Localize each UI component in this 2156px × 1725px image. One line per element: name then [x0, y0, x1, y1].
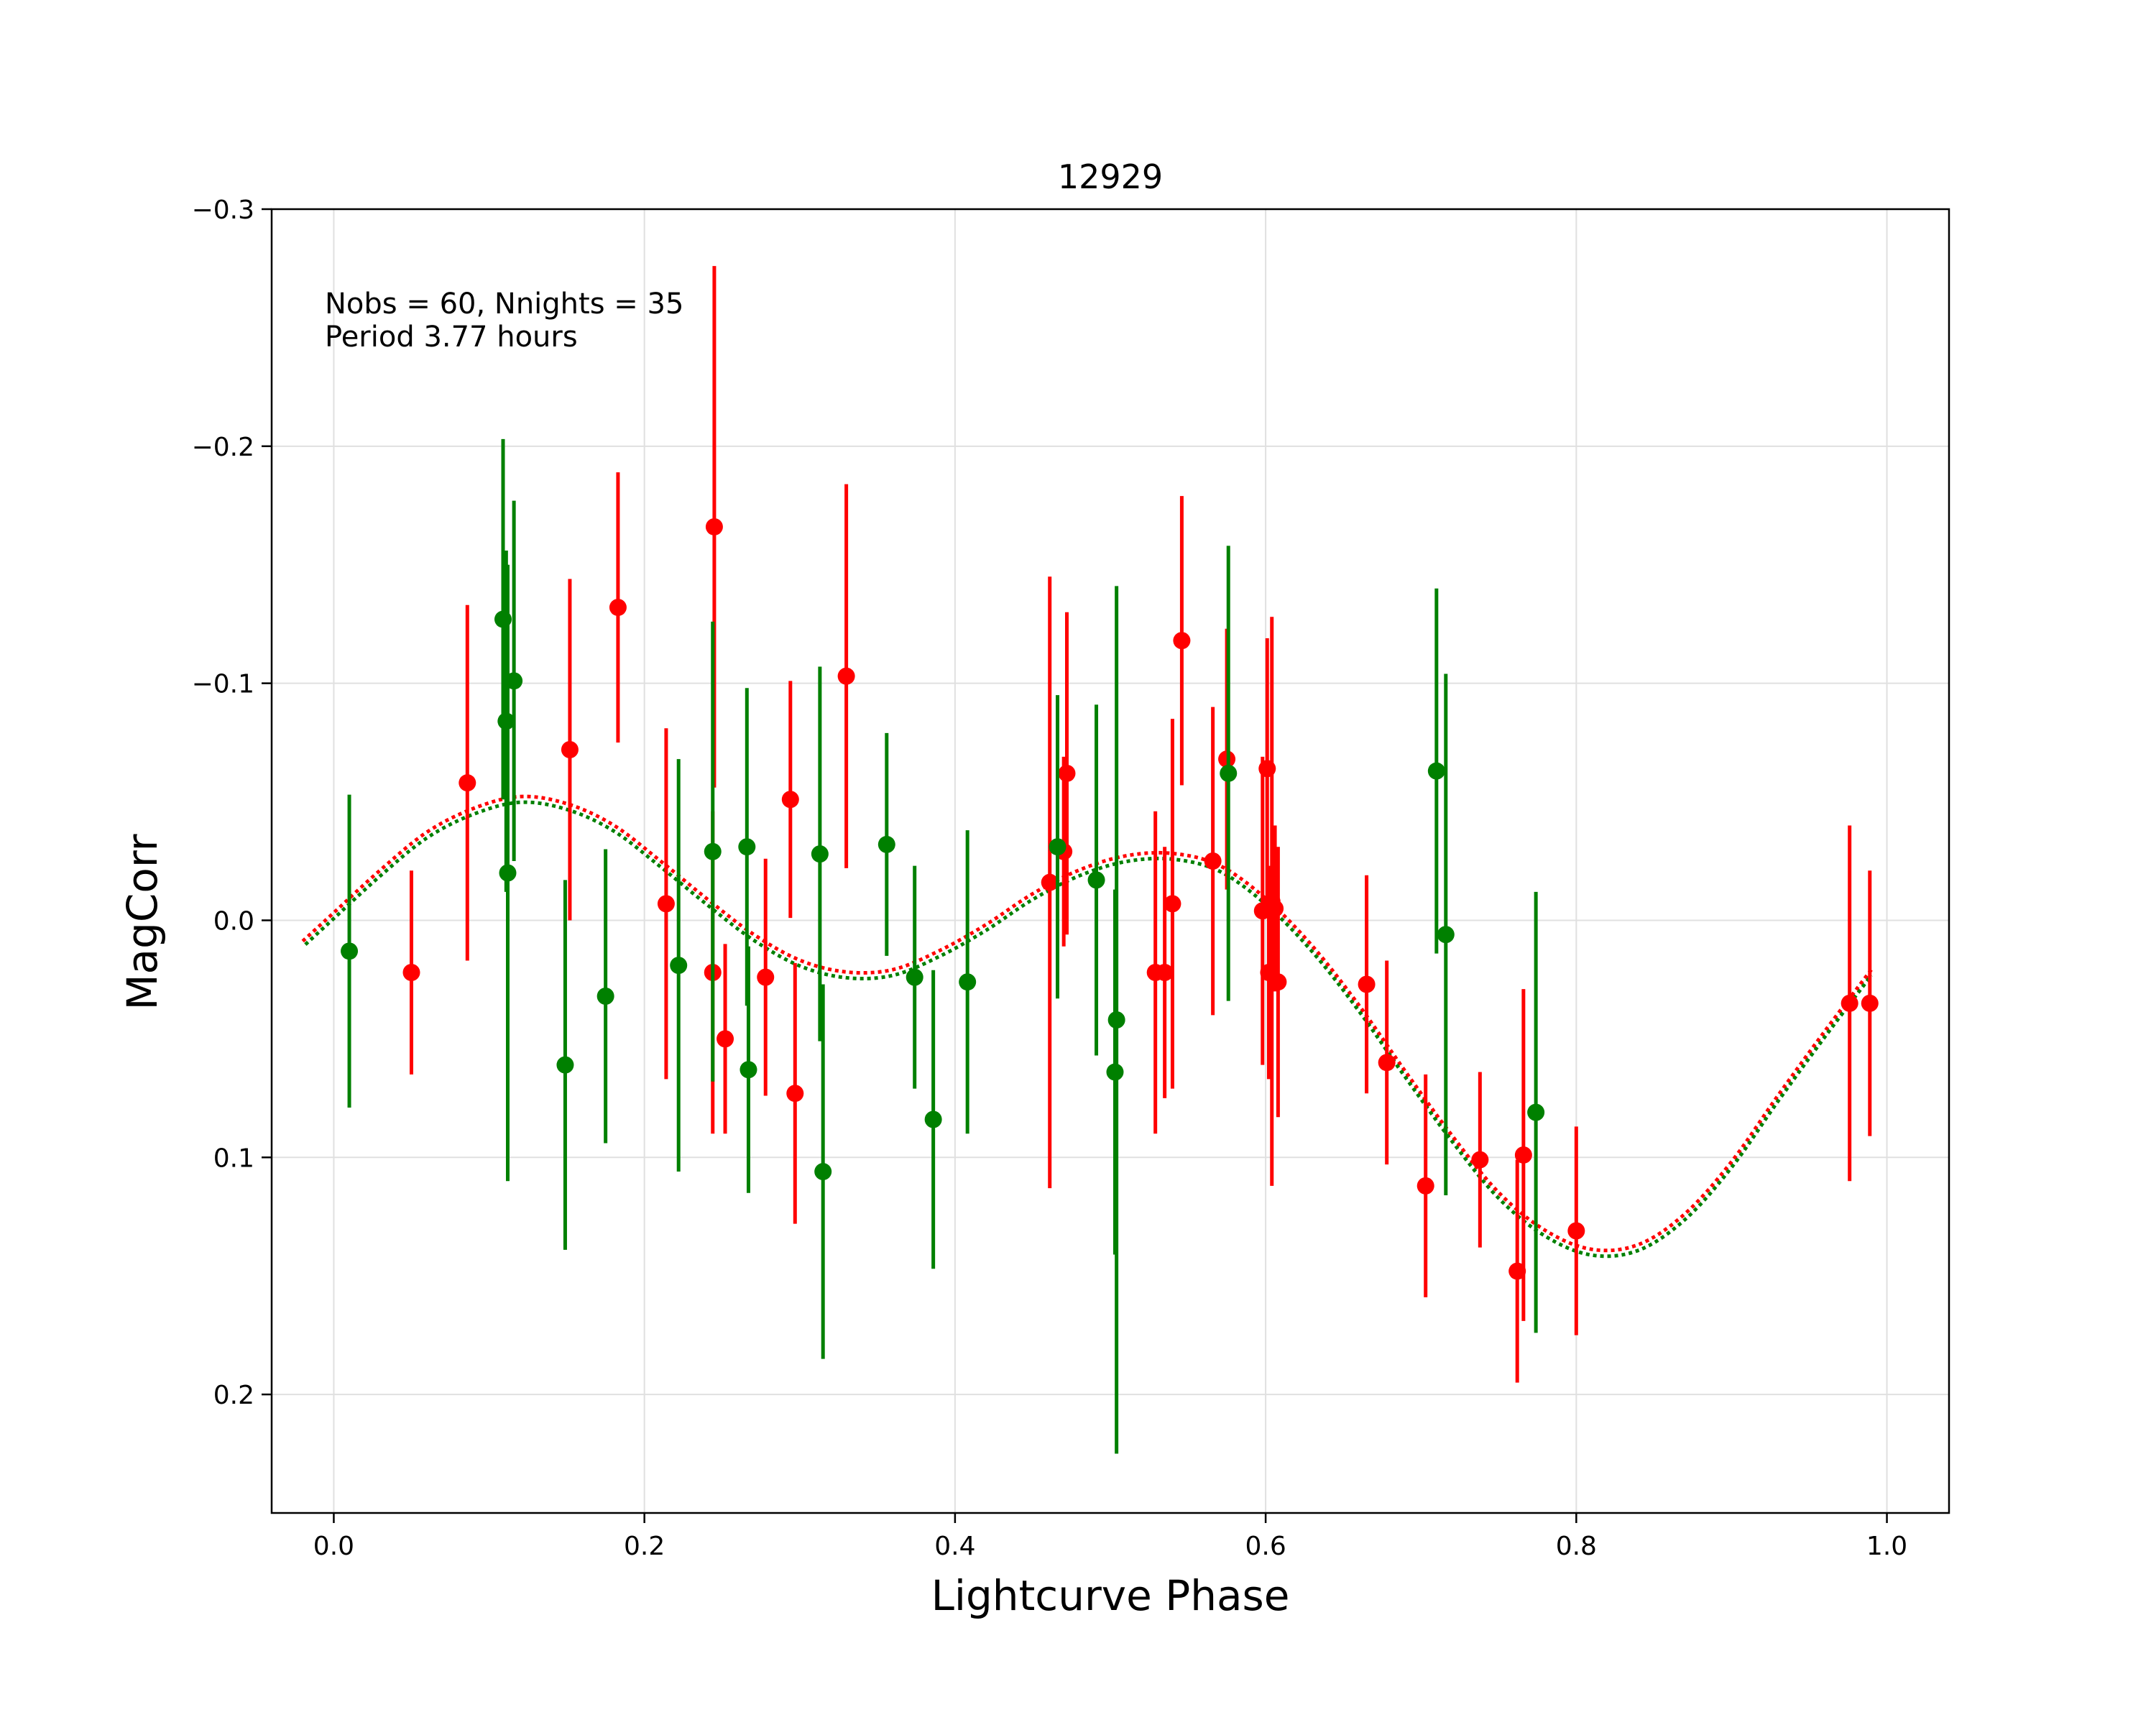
data-point	[556, 1056, 574, 1074]
data-point	[1269, 973, 1287, 991]
data-point	[814, 1163, 832, 1181]
data-point	[459, 774, 476, 792]
annotation-period: Period 3.77 hours	[325, 321, 578, 354]
data-point	[670, 957, 688, 975]
data-point	[1041, 873, 1059, 891]
y-tick-label: −0.3	[192, 196, 254, 225]
data-point	[1164, 895, 1181, 913]
data-point	[1508, 1262, 1526, 1280]
data-point	[757, 968, 775, 986]
data-point	[705, 518, 723, 535]
data-points	[341, 266, 1879, 1454]
data-point	[505, 672, 523, 690]
data-point	[1087, 871, 1105, 889]
x-tick-label: 0.4	[934, 1532, 975, 1561]
x-tick-label: 0.2	[624, 1532, 665, 1561]
y-tick-label: 0.1	[213, 1144, 254, 1173]
data-point	[1471, 1151, 1489, 1169]
data-point	[1266, 899, 1284, 917]
chart-title: 12929	[1058, 157, 1163, 196]
data-point	[738, 838, 756, 856]
y-tick-label: −0.1	[192, 670, 254, 699]
y-tick-label: −0.2	[192, 433, 254, 462]
data-point	[1567, 1222, 1585, 1240]
annotation-observations: Nobs = 60, Nnights = 35	[325, 288, 683, 321]
data-point	[740, 1061, 757, 1079]
data-point	[1841, 994, 1858, 1012]
data-point	[1427, 762, 1445, 780]
data-point	[959, 973, 977, 991]
data-point	[1156, 964, 1174, 982]
y-axis-title: MagCorr	[118, 834, 167, 1010]
data-point	[1527, 1103, 1545, 1121]
data-point	[906, 968, 923, 986]
plot-frame	[270, 208, 1950, 1514]
data-point	[657, 895, 675, 913]
data-point	[1049, 838, 1067, 856]
data-point	[781, 791, 799, 809]
data-point	[596, 987, 614, 1005]
data-point	[499, 864, 517, 882]
data-point	[877, 835, 895, 853]
data-point	[1204, 852, 1222, 870]
data-point	[1416, 1177, 1434, 1195]
data-point	[811, 845, 829, 863]
data-point	[924, 1110, 942, 1128]
fit-curve-green	[301, 800, 1873, 1259]
y-tick-label: 0.0	[213, 906, 254, 936]
data-point	[717, 1030, 734, 1048]
fit-curve-red	[301, 794, 1873, 1253]
x-tick-label: 1.0	[1866, 1532, 1907, 1561]
data-point	[1378, 1054, 1396, 1072]
y-tick-label: 0.2	[213, 1381, 254, 1410]
data-point	[1107, 1011, 1125, 1029]
x-tick-label: 0.6	[1245, 1532, 1286, 1561]
data-point	[561, 740, 579, 758]
data-point	[402, 964, 420, 982]
x-axis-title: Lightcurve Phase	[931, 1571, 1290, 1620]
data-point	[1437, 926, 1455, 944]
data-point	[1358, 975, 1376, 993]
data-point	[1514, 1146, 1532, 1164]
data-point	[1220, 764, 1238, 782]
data-point	[1058, 764, 1076, 782]
data-point	[1173, 632, 1191, 650]
x-tick-label: 0.0	[313, 1532, 354, 1561]
data-point	[786, 1085, 804, 1103]
data-point	[609, 599, 627, 617]
data-point	[341, 942, 359, 960]
data-point	[837, 667, 855, 685]
data-point	[704, 842, 722, 860]
x-tick-label: 0.8	[1556, 1532, 1597, 1561]
fit-curve	[301, 794, 1873, 1259]
axis-ticks: 0.0 0.2 0.4 0.6 0.8 1.0 −0.3 −0.2 −0.1 0.0 0.1 0.2	[192, 196, 1908, 1561]
data-point	[1861, 994, 1879, 1012]
